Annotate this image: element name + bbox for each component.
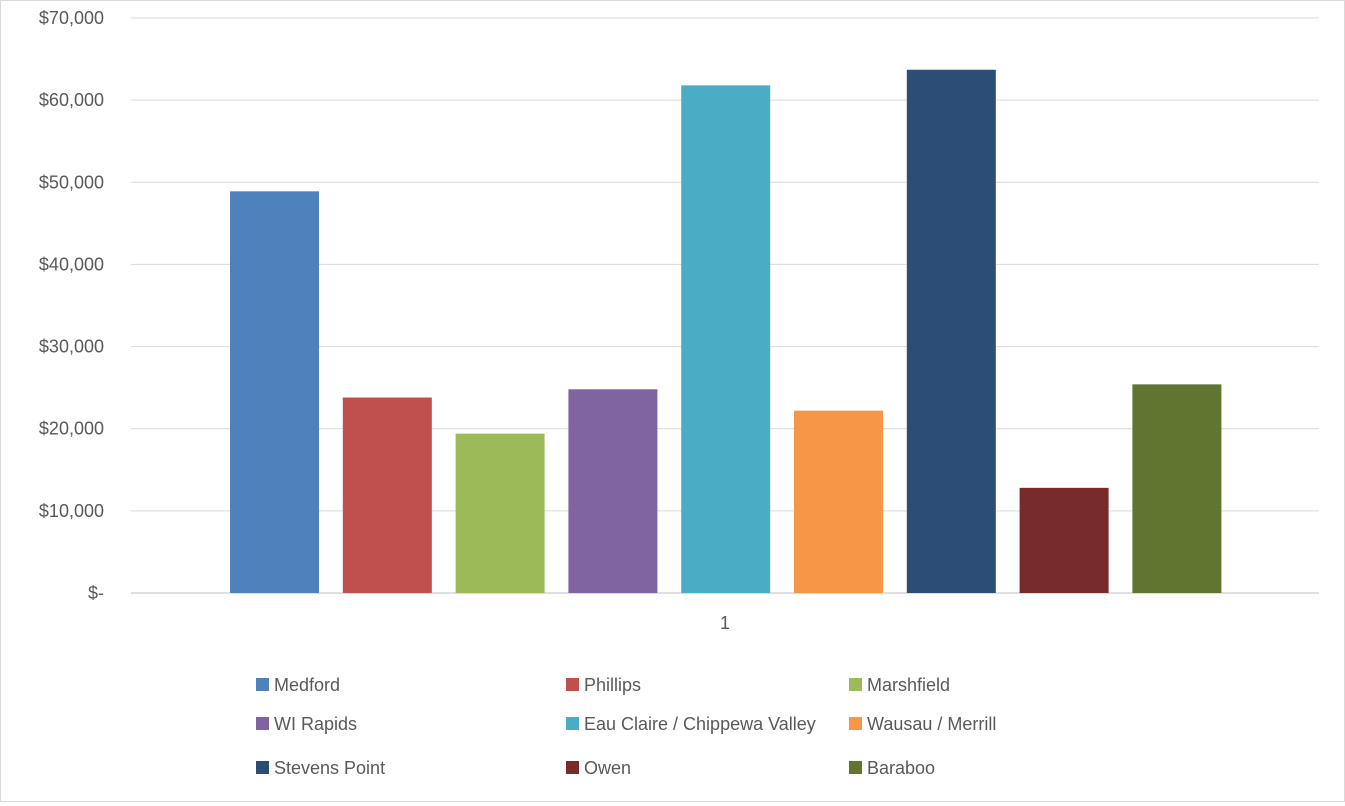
- bar-wi-rapids: [568, 389, 658, 593]
- legend-swatch: [566, 761, 579, 774]
- legend-swatch: [256, 761, 269, 774]
- y-tick-label: $60,000: [39, 90, 104, 110]
- x-tick-label: 1: [720, 613, 730, 633]
- bar-stevens-point: [906, 69, 996, 593]
- bar-owen: [1019, 487, 1109, 593]
- bar-baraboo: [1132, 384, 1222, 593]
- legend-label: Baraboo: [867, 758, 935, 778]
- legend-label: Stevens Point: [274, 758, 385, 778]
- legend-swatch: [849, 761, 862, 774]
- bar-phillips: [342, 397, 432, 593]
- legend-label: WI Rapids: [274, 714, 357, 734]
- legend-label: Owen: [584, 758, 631, 778]
- bar-eau-claire-chippewa-valley: [681, 85, 771, 593]
- bars: [230, 69, 1222, 594]
- legend-swatch: [256, 678, 269, 691]
- y-tick-label: $50,000: [39, 172, 104, 192]
- legend-label: Phillips: [584, 675, 641, 695]
- y-axis-tick-labels: $- $10,000 $20,000 $30,000 $40,000 $50,000 $60…: [39, 8, 104, 603]
- legend-label: Wausau / Merrill: [867, 714, 996, 734]
- legend-label: Eau Claire / Chippewa Valley: [584, 714, 816, 734]
- legend: Medford Phillips Marshfield WI Rapids Eau Cl…: [256, 675, 996, 778]
- bar-wausau-merrill: [794, 410, 883, 593]
- bar-marshfield: [455, 433, 545, 593]
- y-tick-label: $40,000: [39, 254, 104, 274]
- legend-swatch: [566, 717, 579, 730]
- y-tick-label: $70,000: [39, 8, 104, 28]
- y-tick-label: $-: [88, 583, 104, 603]
- legend-swatch: [849, 717, 862, 730]
- legend-swatch: [566, 678, 579, 691]
- bar-medford: [230, 191, 319, 594]
- legend-label: Medford: [274, 675, 340, 695]
- y-tick-label: $30,000: [39, 337, 104, 357]
- y-tick-label: $20,000: [39, 419, 104, 439]
- y-tick-label: $10,000: [39, 501, 104, 521]
- legend-swatch: [849, 678, 862, 691]
- legend-label: Marshfield: [867, 675, 950, 695]
- x-axis-tick-labels: 1: [720, 613, 730, 633]
- legend-swatch: [256, 717, 269, 730]
